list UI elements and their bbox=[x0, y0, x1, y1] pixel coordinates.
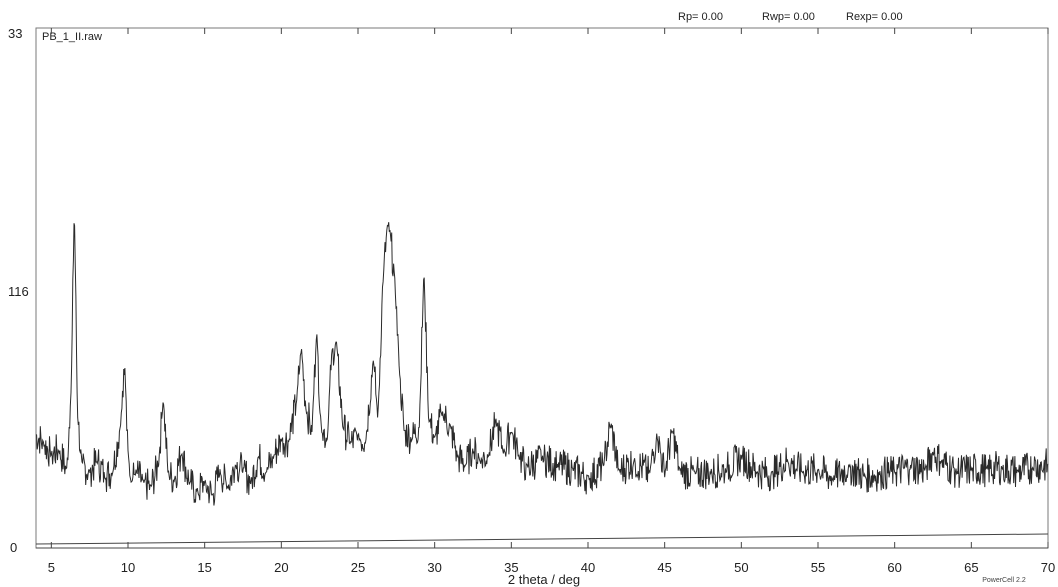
x-tick-label-60: 60 bbox=[887, 560, 901, 575]
x-tick-label-30: 30 bbox=[427, 560, 441, 575]
x-tick-label-5: 5 bbox=[48, 560, 55, 575]
x-tick-label-55: 55 bbox=[811, 560, 825, 575]
x-tick-labels: 5 10 15 20 25 30 35 40 45 50 55 60 65 70 bbox=[48, 560, 1056, 575]
x-tick-label-45: 45 bbox=[657, 560, 671, 575]
file-label: PB_1_II.raw bbox=[42, 31, 102, 43]
baseline bbox=[35, 533, 1049, 545]
rwp-stat: Rwp= 0.00 bbox=[762, 11, 815, 23]
y-tick-label-zero: 0 bbox=[10, 540, 17, 555]
x-tick-label-65: 65 bbox=[964, 560, 978, 575]
x-tick-label-35: 35 bbox=[504, 560, 518, 575]
x-tick-label-15: 15 bbox=[197, 560, 211, 575]
x-tick-label-70: 70 bbox=[1041, 560, 1055, 575]
x-tick-label-20: 20 bbox=[274, 560, 288, 575]
x-tick-label-10: 10 bbox=[121, 560, 135, 575]
rexp-stat: Rexp= 0.00 bbox=[846, 11, 903, 23]
rp-stat: Rp= 0.00 bbox=[678, 11, 723, 23]
x-tick-label-40: 40 bbox=[581, 560, 595, 575]
x-ticks bbox=[50, 28, 1049, 548]
x-tick-label-25: 25 bbox=[351, 560, 365, 575]
y-tick-label-mid: 116 bbox=[8, 284, 29, 299]
software-label: PowerCell 2.2 bbox=[982, 577, 1026, 584]
y-tick-label-top: 33 bbox=[8, 26, 22, 41]
x-tick-label-50: 50 bbox=[734, 560, 748, 575]
series-line bbox=[35, 222, 1049, 506]
x-axis-label: 2 theta / deg bbox=[508, 572, 580, 587]
